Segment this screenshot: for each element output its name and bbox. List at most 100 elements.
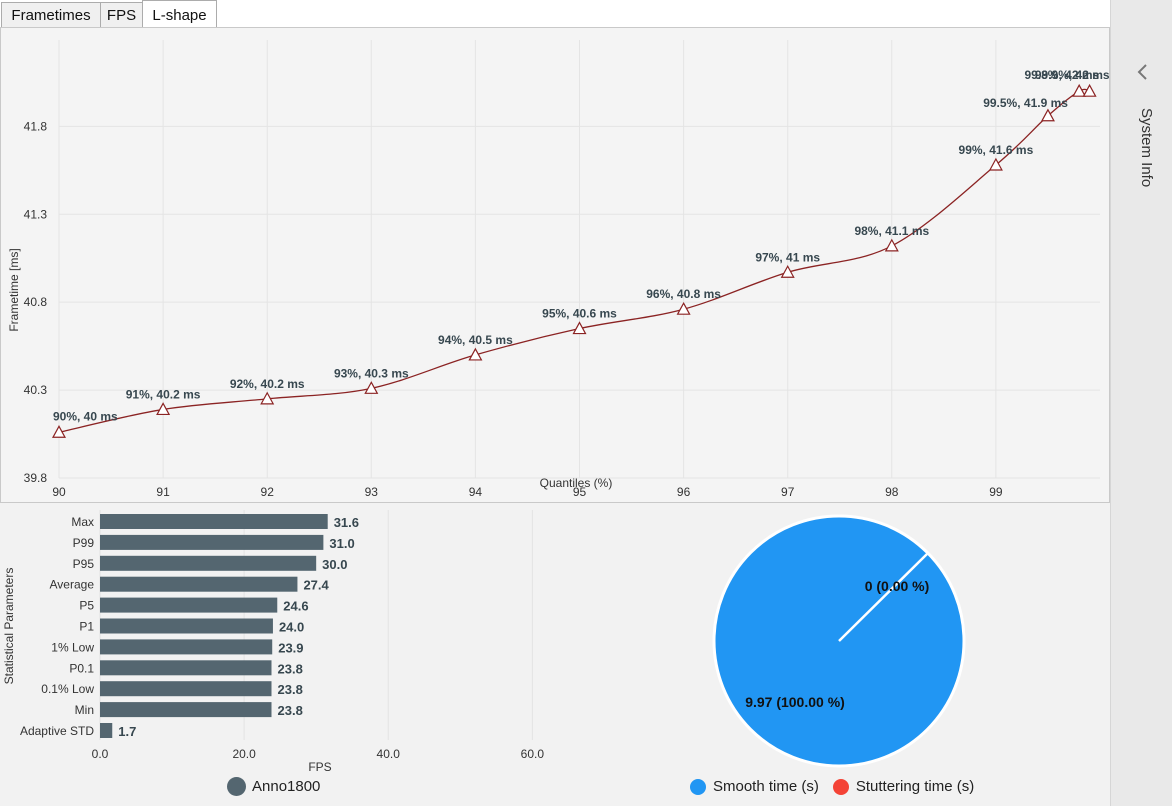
quantile-label: 97%, 41 ms — [755, 250, 820, 264]
x-tick-label: 94 — [469, 485, 483, 499]
quantile-marker — [884, 238, 899, 252]
stat-bar — [100, 660, 272, 676]
category-label: Adaptive STD — [20, 724, 94, 738]
y-tick-label: 41.8 — [24, 119, 48, 133]
x-tick-label: 0.0 — [92, 747, 109, 761]
quantile-marker — [260, 391, 275, 405]
bar-value-label: 27.4 — [303, 578, 329, 593]
quantile-label: 99%, 41.6 ms — [959, 143, 1034, 157]
category-label: P5 — [79, 599, 94, 613]
category-label: P0.1 — [69, 661, 94, 675]
stat-bar — [100, 597, 278, 613]
x-tick-label: 40.0 — [377, 747, 401, 761]
x-tick-label: 98 — [885, 485, 899, 499]
category-label: Average — [50, 578, 95, 592]
l-shape-chart: 90 91 92 93 94 95 96 97 98 99 39.8 40.3 40.8 41.3 41.… — [7, 40, 1109, 499]
quantile-label: 94%, 40.5 ms — [438, 333, 513, 347]
legend-dot-stuttering — [832, 778, 849, 795]
quantile-marker — [364, 381, 379, 394]
bar-value-label: 24.6 — [283, 599, 308, 614]
tab-fps[interactable]: FPS — [100, 2, 143, 28]
bar-value-label: 1.7 — [118, 724, 136, 739]
l-shape-panel: 90 91 92 93 94 95 96 97 98 99 39.8 40.3 40.8 41.3 41.… — [0, 27, 1110, 503]
quantile-label: 99.9%, 42 ms — [1035, 68, 1109, 82]
category-label: Max — [71, 515, 94, 529]
frametime-curve — [58, 88, 1090, 433]
category-label: P95 — [73, 557, 95, 571]
stutter-pie-chart: 0 (0.00 %) 9.97 (100.00 %) — [712, 514, 966, 768]
legend-label: Anno1800 — [252, 778, 321, 795]
pie-label-smooth: 9.97 (100.00 %) — [745, 694, 845, 710]
stat-bar — [100, 681, 272, 697]
pie-slice-divider — [838, 553, 928, 642]
stat-bar — [100, 555, 317, 571]
quantile-marker — [988, 157, 1003, 171]
x-tick-label: 92 — [261, 485, 275, 499]
category-label: P99 — [73, 536, 95, 550]
legend-dot — [227, 777, 246, 796]
quantile-label: 92%, 40.2 ms — [230, 377, 305, 391]
bar-value-label: 23.8 — [278, 682, 303, 697]
category-label: 1% Low — [51, 640, 94, 654]
quantile-label: 96%, 40.8 ms — [646, 287, 721, 301]
pie-label-stuttering: 0 (0.00 %) — [865, 578, 930, 594]
quantile-marker — [468, 347, 483, 361]
stat-bar — [100, 702, 272, 718]
tab-l-shape[interactable]: L-shape — [142, 0, 217, 29]
stat-bar — [100, 618, 273, 634]
statistics-bar-chart: 0.0 20.0 40.0 60.0 Max 31.6 P99 31.0 P95 30.0 Aver… — [2, 510, 545, 774]
x-tick-label: 99 — [989, 485, 1003, 499]
legend-label-smooth: Smooth time (s) — [713, 778, 819, 795]
x-tick-label: 95 — [573, 485, 587, 499]
chevron-left-icon[interactable] — [1133, 62, 1153, 82]
bar-legend: Anno1800 — [227, 777, 320, 796]
category-label: P1 — [79, 620, 94, 634]
x-axis-label: FPS — [308, 760, 331, 774]
system-info-toggle[interactable]: System Info — [1138, 108, 1155, 188]
x-tick-label: 20.0 — [232, 747, 256, 761]
quantile-marker — [1040, 108, 1055, 122]
stat-bar — [100, 576, 298, 592]
quantile-marker — [676, 301, 691, 315]
quantile-marker — [780, 265, 795, 278]
bar-value-label: 31.6 — [334, 515, 359, 530]
stat-bar — [100, 534, 324, 550]
quantile-label: 98%, 41.1 ms — [854, 224, 929, 238]
x-tick-label: 96 — [677, 485, 691, 499]
quantile-marker — [156, 402, 171, 416]
bar-value-label: 30.0 — [322, 557, 347, 572]
y-tick-label: 41.3 — [24, 207, 48, 221]
bar-value-label: 31.0 — [329, 536, 354, 551]
quantile-label: 90%, 40 ms — [53, 409, 118, 423]
bar-value-label: 23.9 — [278, 640, 303, 655]
quantile-label: 93%, 40.3 ms — [334, 366, 409, 380]
stat-bar — [100, 723, 113, 738]
y-tick-label: 39.8 — [24, 471, 48, 485]
tab-bar: Frametimes FPS L-shape — [0, 0, 1110, 29]
category-label: 0.1% Low — [41, 682, 94, 696]
tab-frametimes[interactable]: Frametimes — [1, 2, 101, 28]
bar-value-label: 23.8 — [278, 703, 303, 718]
bar-value-label: 23.8 — [278, 661, 303, 676]
x-axis-label: Quantiles (%) — [540, 476, 613, 490]
legend-dot-smooth — [690, 778, 706, 795]
stat-bar — [100, 639, 273, 655]
y-tick-label: 40.3 — [24, 383, 48, 397]
pie-legend: Smooth time (s) Stuttering time (s) — [690, 778, 974, 795]
bar-value-label: 24.0 — [279, 620, 304, 635]
x-tick-label: 93 — [365, 485, 379, 499]
x-tick-label: 60.0 — [521, 747, 545, 761]
quantile-marker — [1082, 83, 1097, 97]
quantile-marker — [1072, 83, 1087, 97]
stat-bar — [100, 514, 328, 529]
quantile-marker — [51, 425, 67, 438]
quantile-label: 95%, 40.6 ms — [542, 307, 617, 321]
x-tick-label: 90 — [52, 485, 66, 499]
system-info-sidebar: System Info — [1110, 0, 1172, 806]
y-tick-label: 40.8 — [24, 295, 48, 309]
y-axis-label: Statistical Parameters — [2, 568, 16, 685]
x-tick-label: 91 — [156, 485, 170, 499]
y-axis-label: Frametime [ms] — [7, 248, 21, 331]
quantile-marker — [572, 321, 587, 335]
quantile-label: 99.5%, 41.9 ms — [983, 96, 1068, 110]
